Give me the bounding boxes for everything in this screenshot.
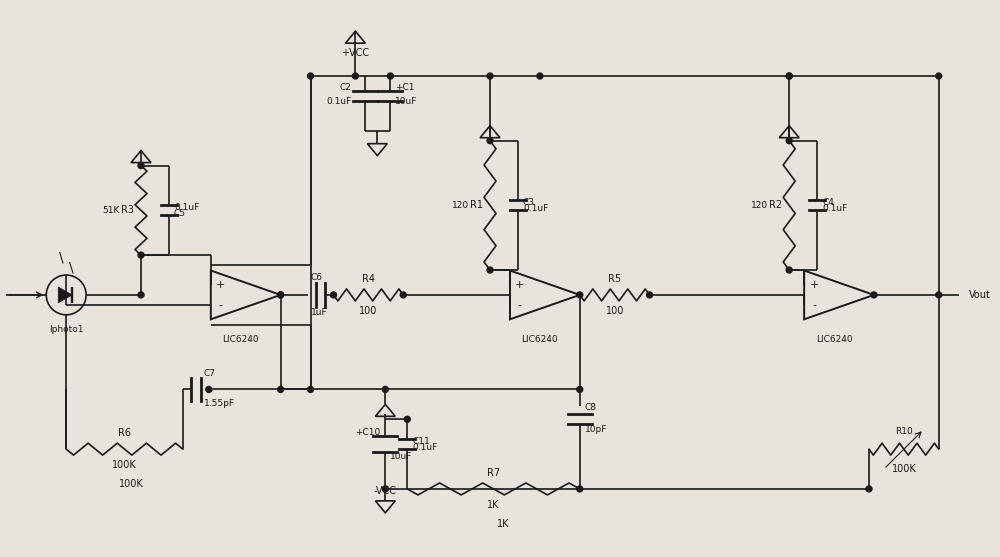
Circle shape [786, 73, 792, 79]
Circle shape [786, 267, 792, 273]
Text: 0.1uF: 0.1uF [412, 443, 437, 452]
Polygon shape [58, 287, 72, 303]
Circle shape [577, 387, 583, 393]
Circle shape [577, 292, 583, 298]
Text: 10uF: 10uF [390, 452, 413, 461]
Circle shape [278, 292, 284, 298]
Text: +: + [216, 280, 225, 290]
Text: +C10: +C10 [355, 428, 380, 437]
Circle shape [138, 252, 144, 258]
Circle shape [138, 292, 144, 298]
Circle shape [382, 387, 388, 393]
Text: C3: C3 [523, 198, 535, 207]
Text: \: \ [69, 260, 74, 274]
Text: R5: R5 [608, 274, 621, 284]
Text: R2: R2 [769, 201, 782, 211]
Text: C6: C6 [311, 272, 323, 281]
Circle shape [206, 387, 212, 393]
Text: -: - [518, 300, 522, 310]
Circle shape [308, 387, 314, 393]
Text: +C1: +C1 [395, 84, 415, 92]
Circle shape [308, 73, 314, 79]
Text: 0.1uF: 0.1uF [822, 204, 847, 213]
Text: 1.55pF: 1.55pF [204, 399, 235, 408]
Text: 100K: 100K [892, 464, 916, 474]
Circle shape [936, 73, 942, 79]
Circle shape [487, 267, 493, 273]
Circle shape [278, 292, 284, 298]
Text: R7: R7 [487, 468, 500, 478]
Circle shape [577, 486, 583, 492]
Text: 120: 120 [452, 201, 469, 210]
Circle shape [487, 73, 493, 79]
Circle shape [404, 416, 410, 422]
Circle shape [786, 138, 792, 144]
Circle shape [138, 163, 144, 169]
Text: \: \ [59, 250, 64, 264]
Text: LIC6240: LIC6240 [522, 335, 558, 344]
Text: -VCC: -VCC [374, 486, 397, 496]
Text: 0.1uF: 0.1uF [523, 204, 548, 213]
Text: 100K: 100K [112, 460, 137, 470]
Text: 10uF: 10uF [395, 97, 418, 106]
Circle shape [382, 486, 388, 492]
Text: R6: R6 [118, 428, 131, 438]
Text: Vout: Vout [969, 290, 991, 300]
Text: C8: C8 [585, 403, 597, 412]
Circle shape [487, 138, 493, 144]
Text: R10: R10 [895, 427, 913, 436]
Circle shape [786, 73, 792, 79]
Text: 120: 120 [751, 201, 768, 210]
Circle shape [330, 292, 336, 298]
Text: Iphoto1: Iphoto1 [49, 325, 83, 334]
Text: C7: C7 [204, 369, 216, 378]
Text: LIC6240: LIC6240 [222, 335, 259, 344]
Text: -: - [219, 300, 223, 310]
Text: 51K: 51K [102, 206, 120, 215]
Circle shape [352, 73, 358, 79]
Circle shape [936, 292, 942, 298]
Text: 100K: 100K [119, 479, 143, 489]
Text: R3: R3 [121, 206, 134, 216]
Text: -: - [812, 300, 816, 310]
Text: 1K: 1K [487, 500, 500, 510]
Text: +: + [809, 280, 819, 290]
Text: 100: 100 [605, 306, 624, 316]
Text: 0.1uF: 0.1uF [174, 203, 199, 212]
Text: R1: R1 [470, 201, 483, 211]
Text: 1K: 1K [497, 519, 509, 529]
Circle shape [278, 387, 284, 393]
Text: LIC6240: LIC6240 [816, 335, 852, 344]
Text: 10pF: 10pF [585, 425, 607, 434]
Text: C5: C5 [174, 209, 186, 218]
Circle shape [400, 292, 406, 298]
Text: +VCC: +VCC [341, 48, 369, 58]
Text: +: + [515, 280, 525, 290]
Text: C2: C2 [340, 84, 351, 92]
Circle shape [866, 486, 872, 492]
Text: 100: 100 [359, 306, 378, 316]
Text: C11: C11 [412, 437, 430, 446]
Text: 0.1uF: 0.1uF [326, 97, 351, 106]
Circle shape [871, 292, 877, 298]
Circle shape [647, 292, 653, 298]
Text: R4: R4 [362, 274, 375, 284]
Text: 1uF: 1uF [311, 309, 327, 317]
Circle shape [387, 73, 393, 79]
Text: C4: C4 [822, 198, 834, 207]
Circle shape [537, 73, 543, 79]
